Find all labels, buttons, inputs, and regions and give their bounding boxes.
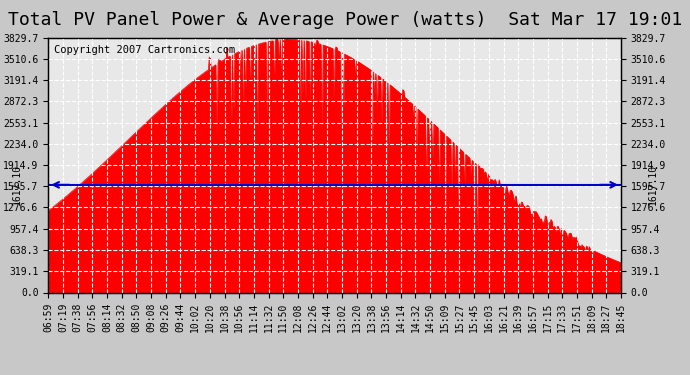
Text: 1617.10: 1617.10 bbox=[647, 164, 658, 206]
Text: Total PV Panel Power & Average Power (watts)  Sat Mar 17 19:01: Total PV Panel Power & Average Power (wa… bbox=[8, 11, 682, 29]
Text: 1617.10: 1617.10 bbox=[12, 164, 22, 206]
Text: Copyright 2007 Cartronics.com: Copyright 2007 Cartronics.com bbox=[54, 45, 235, 55]
